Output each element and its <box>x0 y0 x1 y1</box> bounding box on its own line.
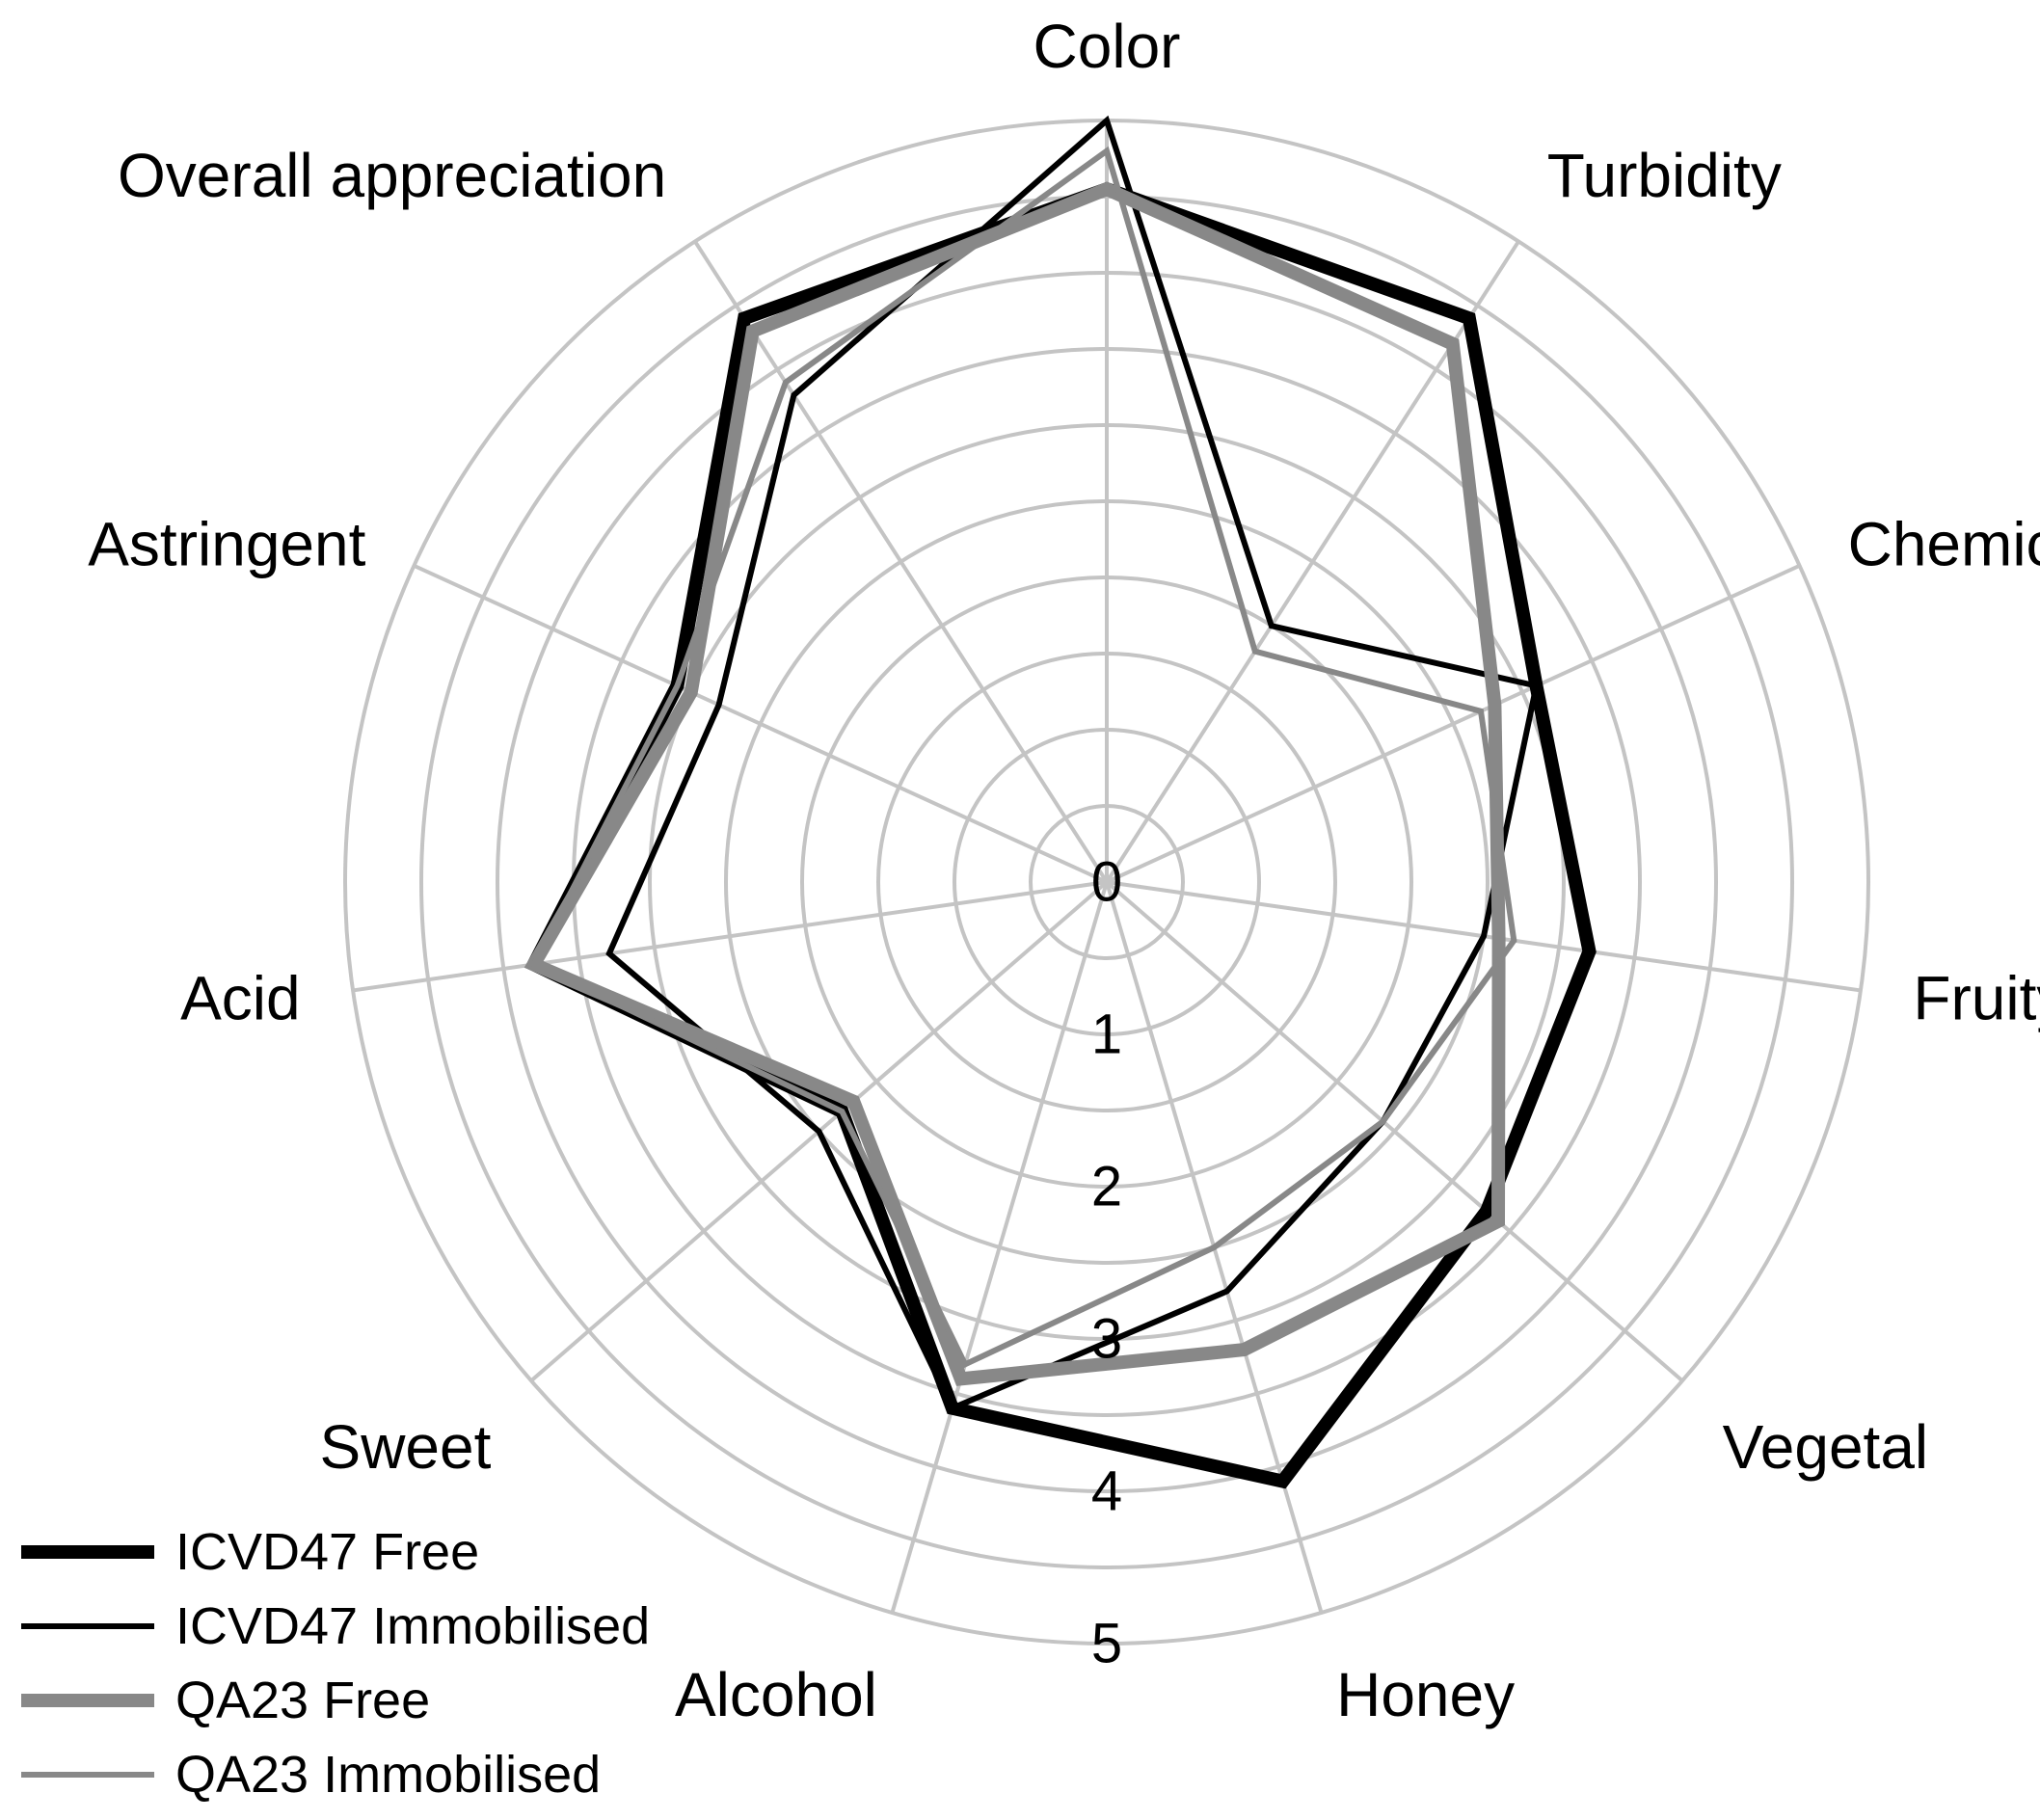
axis-label-astringent: Astringent <box>88 509 365 578</box>
radar-spokes <box>352 120 1862 1614</box>
tick-label: 4 <box>1091 1460 1122 1523</box>
series-qa23-immobilised <box>529 146 1517 1369</box>
spoke-acid <box>352 880 1108 993</box>
axis-label-sweet: Sweet <box>320 1412 492 1482</box>
axis-label-color: Color <box>1033 12 1181 81</box>
spoke-alcohol <box>890 881 1109 1614</box>
radial-tick-labels: 0 1 2 3 4 5 <box>1091 851 1122 1675</box>
axis-label-honey: Honey <box>1336 1660 1515 1729</box>
tick-label: 2 <box>1091 1156 1122 1218</box>
axis-label-vegetal: Vegetal <box>1723 1412 1929 1482</box>
legend-label-qa23-immobilised: QA23 Immobilised <box>175 1746 601 1804</box>
axis-label-alcohol: Alcohol <box>675 1660 877 1729</box>
spoke-overall-appreciation <box>693 240 1109 884</box>
legend: ICVD47 Free ICVD47 Immobilised QA23 Free QA… <box>21 1523 650 1804</box>
spoke-chemical <box>1106 564 1801 884</box>
axis-label-turbidity: Turbidity <box>1547 141 1782 210</box>
tick-label: 3 <box>1091 1308 1122 1371</box>
axis-label-chemical: Chemical <box>1848 509 2040 578</box>
spoke-vegetal <box>1105 880 1684 1382</box>
legend-label-icvd47-immobilised: ICVD47 Immobilised <box>175 1597 650 1655</box>
axis-label-overall-appreciation: Overall appreciation <box>118 141 666 210</box>
radar-series <box>523 115 1597 1489</box>
axis-label-fruity: Fruity <box>1913 964 2040 1033</box>
tick-label: 1 <box>1091 1004 1122 1066</box>
tick-label: 0 <box>1091 851 1122 914</box>
series-qa23-free <box>523 181 1506 1386</box>
axis-label-acid: Acid <box>180 964 301 1033</box>
series-icvd47-free <box>524 181 1597 1489</box>
spoke-astringent <box>413 564 1108 884</box>
tick-label: 5 <box>1091 1613 1122 1675</box>
legend-label-qa23-free: QA23 Free <box>175 1672 430 1729</box>
legend-label-icvd47-free: ICVD47 Free <box>175 1523 479 1581</box>
axis-labels: Color Turbidity Chemical Fruity Vegetal Honey… <box>88 12 2040 1729</box>
